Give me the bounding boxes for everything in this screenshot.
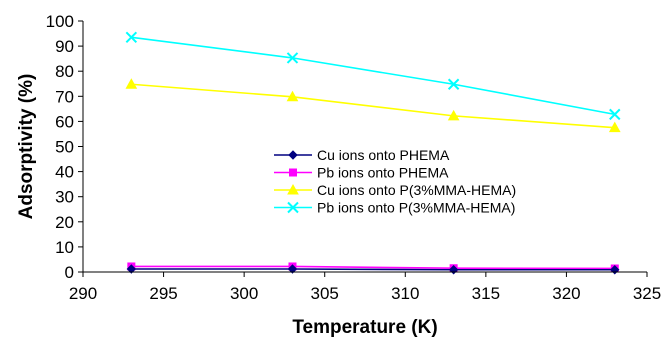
legend-swatch-marker xyxy=(288,150,298,160)
legend-swatch-marker xyxy=(287,201,299,214)
series-group xyxy=(125,78,621,133)
y-axis-ticks: 0 10 20 30 40 50 60 70 80 90 100 xyxy=(46,12,83,282)
legend-label: Pb ions onto PHEMA xyxy=(317,165,449,181)
y-tick-label: 50 xyxy=(55,138,74,157)
series-group xyxy=(127,262,619,273)
x-tick-label: 305 xyxy=(311,284,339,303)
data-point xyxy=(286,90,299,102)
legend-item: Pb ions onto P(3%MMA-HEMA) xyxy=(274,200,515,216)
series-layer xyxy=(125,31,621,275)
y-tick-label: 100 xyxy=(46,12,74,31)
data-point xyxy=(287,264,298,274)
legend-swatch-marker xyxy=(289,168,297,177)
series-line xyxy=(131,265,615,270)
data-point xyxy=(286,52,299,64)
x-tick-label: 310 xyxy=(391,284,419,303)
series-group xyxy=(125,31,621,121)
legend-swatch-marker xyxy=(287,183,299,195)
data-point xyxy=(609,108,621,121)
y-tick-label: 0 xyxy=(65,263,74,282)
y-tick-label: 90 xyxy=(55,37,74,56)
data-point xyxy=(125,78,138,89)
legend-item: Pb ions onto PHEMA xyxy=(274,165,449,181)
series-line xyxy=(131,36,615,116)
series-line xyxy=(131,268,615,271)
y-tick-label: 70 xyxy=(55,87,74,106)
y-tick-label: 80 xyxy=(55,62,74,81)
series-line xyxy=(131,83,615,129)
x-tick-label: 320 xyxy=(552,284,580,303)
data-point xyxy=(447,78,460,90)
series-group xyxy=(126,264,620,275)
x-tick-label: 325 xyxy=(633,284,661,303)
data-point xyxy=(126,264,137,274)
legend-label: Cu ions onto P(3%MMA-HEMA) xyxy=(317,182,516,198)
x-axis-ticks: 290 295 300 305 310 315 320 325 xyxy=(69,272,661,303)
y-tick-label: 30 xyxy=(55,188,74,207)
x-tick-label: 315 xyxy=(472,284,500,303)
data-point xyxy=(125,31,138,44)
data-point xyxy=(447,109,460,121)
y-tick-label: 40 xyxy=(55,163,74,182)
y-tick-label: 20 xyxy=(55,213,74,232)
y-tick-label: 10 xyxy=(55,238,74,257)
x-axis-title: Temperature (K) xyxy=(292,317,437,338)
data-point xyxy=(608,121,621,133)
legend-item: Cu ions onto PHEMA xyxy=(274,147,450,163)
x-tick-label: 300 xyxy=(230,284,258,303)
legend-label: Cu ions onto PHEMA xyxy=(317,147,450,163)
y-tick-label: 60 xyxy=(55,112,74,131)
legend-item: Cu ions onto P(3%MMA-HEMA) xyxy=(274,182,516,198)
y-axis-title: Adsorptivity (%) xyxy=(16,74,37,220)
legend-label: Pb ions onto P(3%MMA-HEMA) xyxy=(317,200,515,216)
x-tick-label: 295 xyxy=(149,284,177,303)
x-tick-label: 290 xyxy=(69,284,97,303)
